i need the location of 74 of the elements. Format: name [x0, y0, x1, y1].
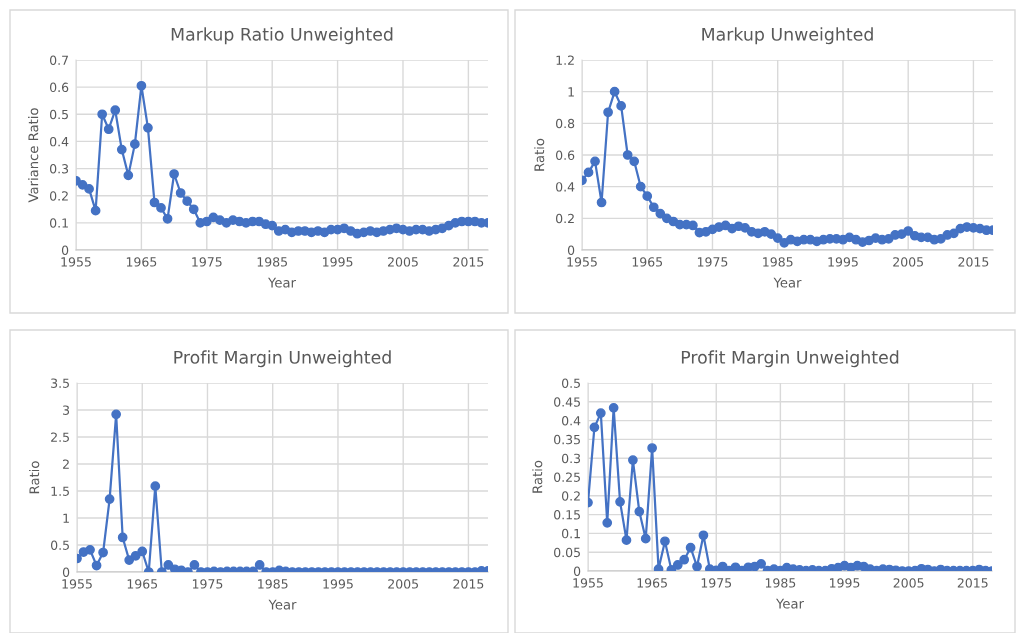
y-axis-title: Ratio — [534, 138, 545, 171]
y-tick-label: 0.4 — [562, 416, 581, 426]
y-tick-label: 0.2 — [556, 213, 574, 224]
y-tick-label: 3.5 — [51, 378, 69, 388]
x-axis-title: Year — [268, 599, 297, 610]
x-tick-label: 1985 — [258, 579, 288, 589]
x-tick-label: 2005 — [388, 579, 418, 589]
y-tick-label: 2.5 — [51, 432, 69, 442]
y-axis-title: Variance Ratio — [28, 108, 39, 203]
x-tick-label: 2015 — [453, 257, 484, 267]
x-tick-label: 2015 — [957, 578, 988, 588]
y-tick-label: 0.8 — [556, 118, 575, 129]
y-tick-label: 1 — [568, 87, 574, 97]
chart-title: Markup Ratio Unweighted — [171, 27, 393, 45]
y-tick-label: 0.6 — [556, 150, 575, 160]
x-tick-label: 1955 — [573, 578, 603, 588]
y-tick-label: 0 — [62, 567, 70, 577]
y-tick-label: 0.7 — [50, 55, 68, 65]
y-tick-label: 0.1 — [50, 218, 68, 228]
y-tick-label: 0.5 — [51, 540, 69, 550]
y-tick-label: 0.2 — [562, 491, 580, 501]
y-tick-label: 0 — [61, 245, 69, 255]
x-tick-label: 2005 — [893, 578, 924, 588]
y-tick-label: 0.3 — [562, 453, 581, 464]
x-tick-label: 1995 — [323, 257, 353, 267]
y-tick-label: 0.2 — [50, 191, 68, 201]
y-tick-label: 0 — [573, 566, 581, 576]
x-tick-label: 1955 — [567, 257, 597, 267]
x-tick-label: 1975 — [701, 578, 732, 588]
x-tick-label: 1995 — [323, 579, 353, 589]
y-tick-label: 0.45 — [554, 397, 580, 407]
y-tick-label: 0.15 — [554, 510, 580, 520]
x-axis-title: Year — [268, 277, 296, 288]
x-tick-label: 1965 — [632, 257, 663, 267]
x-axis-title: Year — [773, 277, 802, 288]
y-tick-label: 0.3 — [50, 164, 69, 174]
chart-title: Markup Unweighted — [702, 27, 873, 45]
x-tick-label: 1985 — [257, 257, 287, 267]
x-tick-label: 2015 — [958, 257, 989, 267]
y-tick-label: 0.5 — [50, 109, 68, 120]
y-tick-label: 1.2 — [556, 55, 574, 65]
x-tick-label: 1995 — [829, 578, 860, 588]
x-tick-label: 1985 — [763, 257, 793, 267]
y-tick-label: 0.25 — [554, 472, 580, 482]
y-tick-label: 3 — [63, 405, 70, 415]
x-tick-label: 2005 — [893, 257, 923, 267]
y-tick-label: 1 — [63, 513, 69, 523]
x-tick-label: 1985 — [765, 578, 796, 588]
y-tick-label: 0 — [567, 245, 575, 255]
x-tick-label: 1955 — [61, 257, 91, 267]
x-axis-title: Year — [776, 598, 804, 609]
x-tick-label: 1975 — [192, 579, 223, 589]
y-tick-label: 1.5 — [51, 486, 69, 496]
y-axis-title: Ratio — [29, 461, 40, 494]
y-tick-label: 0.1 — [562, 528, 580, 539]
x-tick-label: 1975 — [697, 257, 728, 267]
chart-title: Profit Margin Unweighted — [174, 350, 391, 368]
x-tick-label: 1965 — [637, 578, 667, 588]
x-tick-label: 2005 — [387, 257, 418, 267]
x-tick-label: 2015 — [453, 579, 484, 589]
x-tick-label: 1975 — [192, 257, 222, 267]
y-tick-label: 0.5 — [562, 378, 580, 388]
y-tick-label: 0.4 — [50, 136, 69, 147]
y-tick-label: 0.4 — [556, 182, 575, 192]
y-tick-label: 0.05 — [554, 547, 580, 558]
x-tick-label: 1995 — [828, 257, 858, 267]
x-tick-label: 1955 — [62, 579, 92, 589]
x-tick-label: 1965 — [126, 257, 157, 267]
chart-title: Profit Margin Unweighted — [681, 350, 899, 368]
y-tick-label: 0.35 — [554, 434, 580, 445]
y-axis-title: Ratio — [532, 460, 543, 493]
y-tick-label: 2 — [63, 459, 69, 469]
x-tick-label: 1965 — [127, 579, 158, 589]
y-tick-label: 0.6 — [50, 82, 69, 93]
